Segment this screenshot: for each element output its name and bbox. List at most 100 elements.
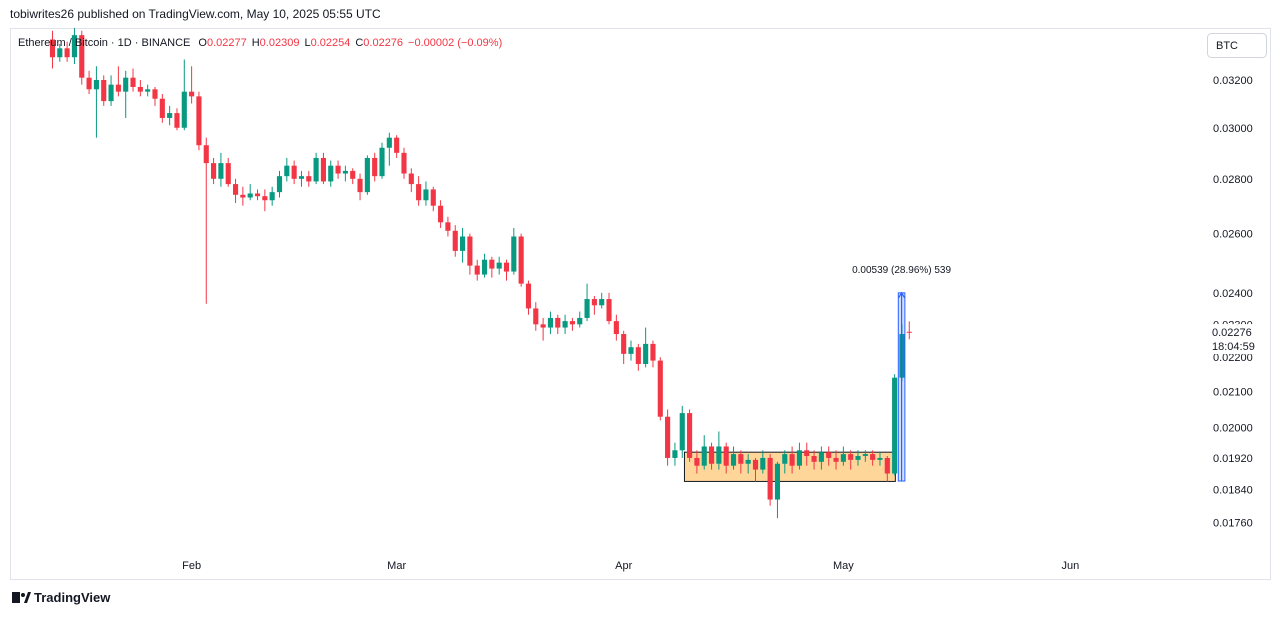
candle-body xyxy=(635,347,641,364)
candle-body xyxy=(276,176,283,193)
candle-body xyxy=(789,454,795,466)
candle-body xyxy=(833,457,839,462)
candle-body xyxy=(906,331,912,333)
candle-body xyxy=(79,35,85,78)
countdown: 18:04:59 xyxy=(1212,341,1255,353)
candle-body xyxy=(870,454,876,460)
candle-body xyxy=(848,454,854,460)
candle-body xyxy=(481,259,488,275)
candle-body xyxy=(518,236,524,284)
candle-body xyxy=(460,236,466,251)
candle-body xyxy=(86,77,92,90)
candle-body xyxy=(767,457,773,500)
candle-body xyxy=(701,446,707,466)
candle-body xyxy=(694,457,700,466)
candle-body xyxy=(167,113,173,118)
candle-body xyxy=(489,259,495,269)
candle-body xyxy=(372,157,378,177)
candle-body xyxy=(386,137,392,148)
currency-label[interactable]: BTC xyxy=(1216,40,1238,52)
candle-body xyxy=(218,163,224,179)
candle-body xyxy=(533,308,539,325)
candle-body xyxy=(892,377,898,474)
candle-body xyxy=(284,165,290,177)
candle-body xyxy=(232,184,239,195)
candle-body xyxy=(152,89,158,99)
candle-body xyxy=(313,157,319,182)
x-tick-label: Feb xyxy=(182,560,201,572)
candle-body xyxy=(745,459,751,464)
candle-body xyxy=(320,157,326,182)
legend-key: C xyxy=(355,37,363,49)
candle-body xyxy=(189,91,195,97)
candle-body xyxy=(298,176,305,179)
candle-body xyxy=(452,230,458,251)
legend-value: 0.02277 xyxy=(207,37,247,49)
last-price: 0.02276 xyxy=(1212,327,1252,339)
candle-body xyxy=(569,321,575,325)
candle-body xyxy=(650,343,656,361)
y-tick-label: 0.02200 xyxy=(1213,352,1253,364)
candle-body xyxy=(621,334,627,354)
currency-button[interactable] xyxy=(1207,33,1267,58)
y-tick-label: 0.01760 xyxy=(1213,517,1253,529)
candle-body xyxy=(562,321,568,328)
candle-body xyxy=(203,145,209,164)
publish-note: tobiwrites26 published on TradingView.co… xyxy=(10,7,381,21)
candle-body xyxy=(811,456,817,462)
legend-change: −0.00002 (−0.09%) xyxy=(408,37,502,49)
candle-body xyxy=(93,80,99,90)
candle-body xyxy=(394,137,400,153)
y-tick-label: 0.01840 xyxy=(1213,484,1253,496)
candle-body xyxy=(467,236,473,266)
candle-body xyxy=(438,205,444,223)
y-tick-label: 0.02800 xyxy=(1213,174,1253,186)
candle-body xyxy=(291,165,297,179)
x-tick-label: May xyxy=(833,560,854,572)
candle-body xyxy=(49,39,56,58)
candle-body xyxy=(408,173,414,185)
legend-value: 0.02254 xyxy=(311,37,351,49)
candle-body xyxy=(269,192,275,201)
candle-body xyxy=(672,450,678,458)
symbol-title: Ethereum / Bitcoin · 1D · BINANCE xyxy=(18,37,190,49)
candle-body xyxy=(196,96,202,146)
candle-body xyxy=(884,457,890,474)
legend-key: O xyxy=(198,37,207,49)
price-label-box xyxy=(1203,324,1265,355)
candle-body xyxy=(862,454,868,457)
candle-body xyxy=(364,157,370,193)
candle-body xyxy=(174,113,180,128)
legend-key: L xyxy=(304,37,310,49)
candle-body xyxy=(643,343,649,364)
candle-body xyxy=(254,193,261,197)
candle-body xyxy=(379,147,385,177)
x-tick-label: Mar xyxy=(387,560,406,572)
pane-border xyxy=(10,28,1271,580)
y-tick-label: 0.02100 xyxy=(1213,387,1253,399)
measure-label: 0.00539 (28.96%) 539 xyxy=(852,265,951,276)
candle-body xyxy=(145,89,151,92)
candle-body xyxy=(577,317,583,325)
candle-body xyxy=(708,446,715,464)
candle-body xyxy=(474,265,480,275)
footer-brand: TradingView xyxy=(34,590,111,605)
candle-body xyxy=(774,463,781,500)
candle-body xyxy=(723,446,729,466)
candle-body xyxy=(511,236,517,272)
candle-body xyxy=(760,457,766,470)
candle-body xyxy=(540,324,546,328)
candle-body xyxy=(357,178,363,193)
candle-body xyxy=(826,452,832,458)
x-tick-label: Apr xyxy=(615,560,632,572)
candle-body xyxy=(606,299,612,322)
candle-body xyxy=(730,454,737,466)
candle-body xyxy=(855,456,861,460)
candle-body xyxy=(211,163,217,179)
overlay: 0.03200 0.03000 0.02800 0.02600 0.02400 0.023… xyxy=(18,37,1265,572)
candle-body xyxy=(804,450,810,457)
candle-body xyxy=(123,77,129,92)
y-tick-label: 0.02400 xyxy=(1213,288,1253,300)
candle-body xyxy=(782,454,788,464)
